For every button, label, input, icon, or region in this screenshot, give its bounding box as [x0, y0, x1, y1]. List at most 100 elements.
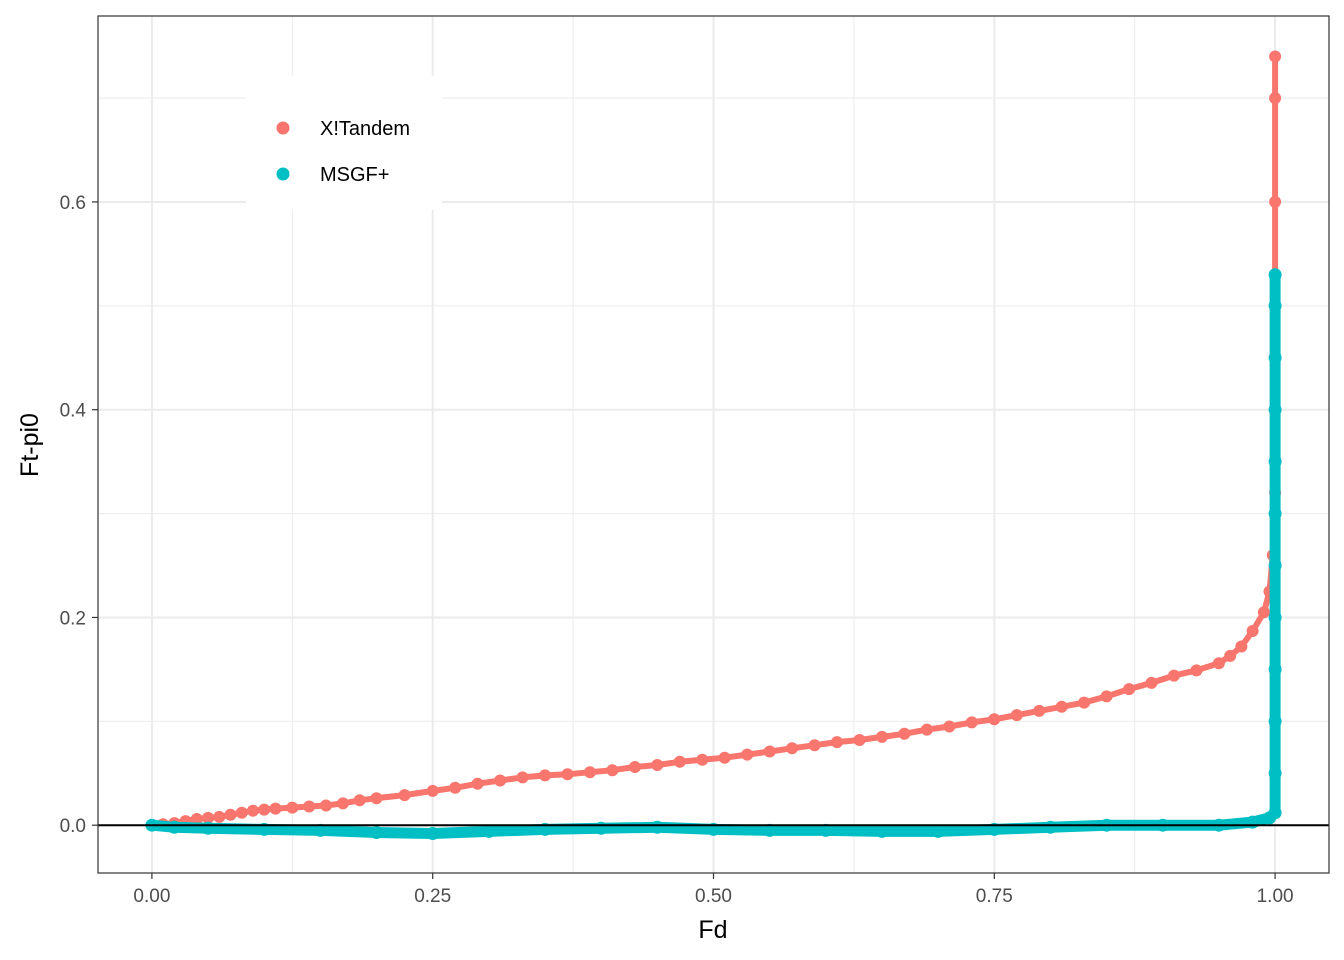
data-point	[808, 739, 821, 752]
y-tick-label: 0.6	[60, 193, 86, 214]
data-point	[650, 820, 664, 834]
data-point	[539, 769, 551, 782]
data-point	[965, 716, 978, 729]
data-point	[1246, 625, 1259, 637]
data-point	[1212, 657, 1225, 670]
legend-items: X!Tandem MSGF+	[276, 118, 410, 186]
data-point	[213, 810, 226, 823]
data-point	[696, 753, 709, 766]
x-axis-title: Fd	[698, 916, 727, 944]
data-point	[1269, 50, 1282, 63]
data-point	[988, 713, 1001, 726]
data-point	[831, 736, 843, 749]
data-point	[1078, 696, 1091, 709]
data-point	[201, 821, 215, 835]
data-point	[1235, 640, 1248, 653]
data-point	[931, 824, 945, 838]
y-axis-title: Ft-pi0	[16, 413, 44, 477]
data-point	[1268, 268, 1282, 282]
data-point	[1269, 195, 1282, 208]
data-point	[819, 823, 833, 837]
data-point	[1190, 664, 1203, 677]
data-point	[786, 742, 799, 755]
x-tick-label: 0.25	[414, 886, 451, 907]
data-point	[471, 777, 484, 790]
data-point	[190, 813, 203, 825]
data-point	[426, 827, 440, 840]
x-tick-label: 0.75	[976, 886, 1013, 907]
data-point	[606, 764, 619, 777]
data-point	[898, 727, 911, 740]
data-point	[1033, 704, 1046, 717]
legend-background	[246, 76, 442, 210]
legend-label: MSGF+	[320, 164, 389, 186]
x-tick-label: 0.00	[133, 886, 170, 907]
data-point	[516, 771, 529, 784]
data-point	[1268, 351, 1282, 365]
data-point	[741, 748, 754, 761]
x-axis-ticks: 0.00 0.25 0.50 0.75 1.00	[133, 873, 1294, 907]
data-point	[336, 797, 349, 810]
data-point	[482, 824, 496, 838]
data-point	[718, 751, 731, 764]
legend-marker	[276, 121, 290, 135]
data-point	[1268, 403, 1282, 417]
data-point	[1268, 455, 1282, 469]
data-point	[594, 821, 608, 835]
data-point	[651, 759, 664, 771]
data-point	[1268, 559, 1282, 572]
data-point	[320, 799, 332, 812]
data-point	[876, 730, 888, 743]
data-point	[494, 774, 507, 787]
data-point	[426, 784, 439, 797]
data-point	[224, 808, 237, 821]
data-point	[370, 792, 383, 805]
data-point	[1268, 766, 1282, 780]
data-point	[286, 801, 299, 814]
data-point	[673, 755, 686, 768]
data-point	[258, 803, 271, 816]
y-tick-label: 0.2	[60, 608, 86, 629]
data-point	[1123, 683, 1136, 696]
data-point	[398, 789, 411, 802]
data-point	[1269, 92, 1282, 105]
data-point	[303, 800, 316, 813]
y-tick-label: 0.4	[60, 401, 87, 422]
data-point	[561, 768, 574, 781]
data-point	[1055, 700, 1068, 713]
data-point	[1268, 662, 1282, 676]
legend-marker	[276, 167, 290, 181]
data-point	[1257, 606, 1270, 619]
data-point	[269, 802, 282, 815]
data-point	[1010, 709, 1023, 722]
data-point	[247, 804, 259, 817]
data-point	[1268, 299, 1282, 313]
data-point	[202, 811, 215, 824]
data-point	[763, 823, 777, 837]
data-point	[313, 823, 327, 837]
legend-label: X!Tandem	[320, 118, 410, 140]
data-point	[628, 761, 641, 773]
data-point	[1246, 815, 1260, 829]
x-tick-label: 1.00	[1257, 886, 1294, 907]
y-tick-label: 0.0	[60, 816, 86, 837]
legend: X!Tandem MSGF+	[246, 76, 442, 210]
data-point	[1268, 507, 1282, 521]
data-point	[763, 745, 776, 758]
data-point	[853, 734, 866, 746]
data-point	[235, 806, 248, 819]
data-point	[1145, 676, 1158, 689]
data-point	[1044, 820, 1057, 834]
data-point	[353, 794, 366, 807]
data-point	[1268, 611, 1282, 624]
data-point	[167, 820, 181, 834]
x-tick-label: 0.50	[695, 886, 732, 907]
data-point	[370, 826, 383, 839]
data-point	[584, 766, 596, 779]
data-point	[920, 723, 933, 736]
y-axis-ticks: 0.0 0.2 0.4 0.6	[60, 193, 98, 837]
data-point	[449, 781, 462, 794]
data-point	[943, 720, 956, 733]
